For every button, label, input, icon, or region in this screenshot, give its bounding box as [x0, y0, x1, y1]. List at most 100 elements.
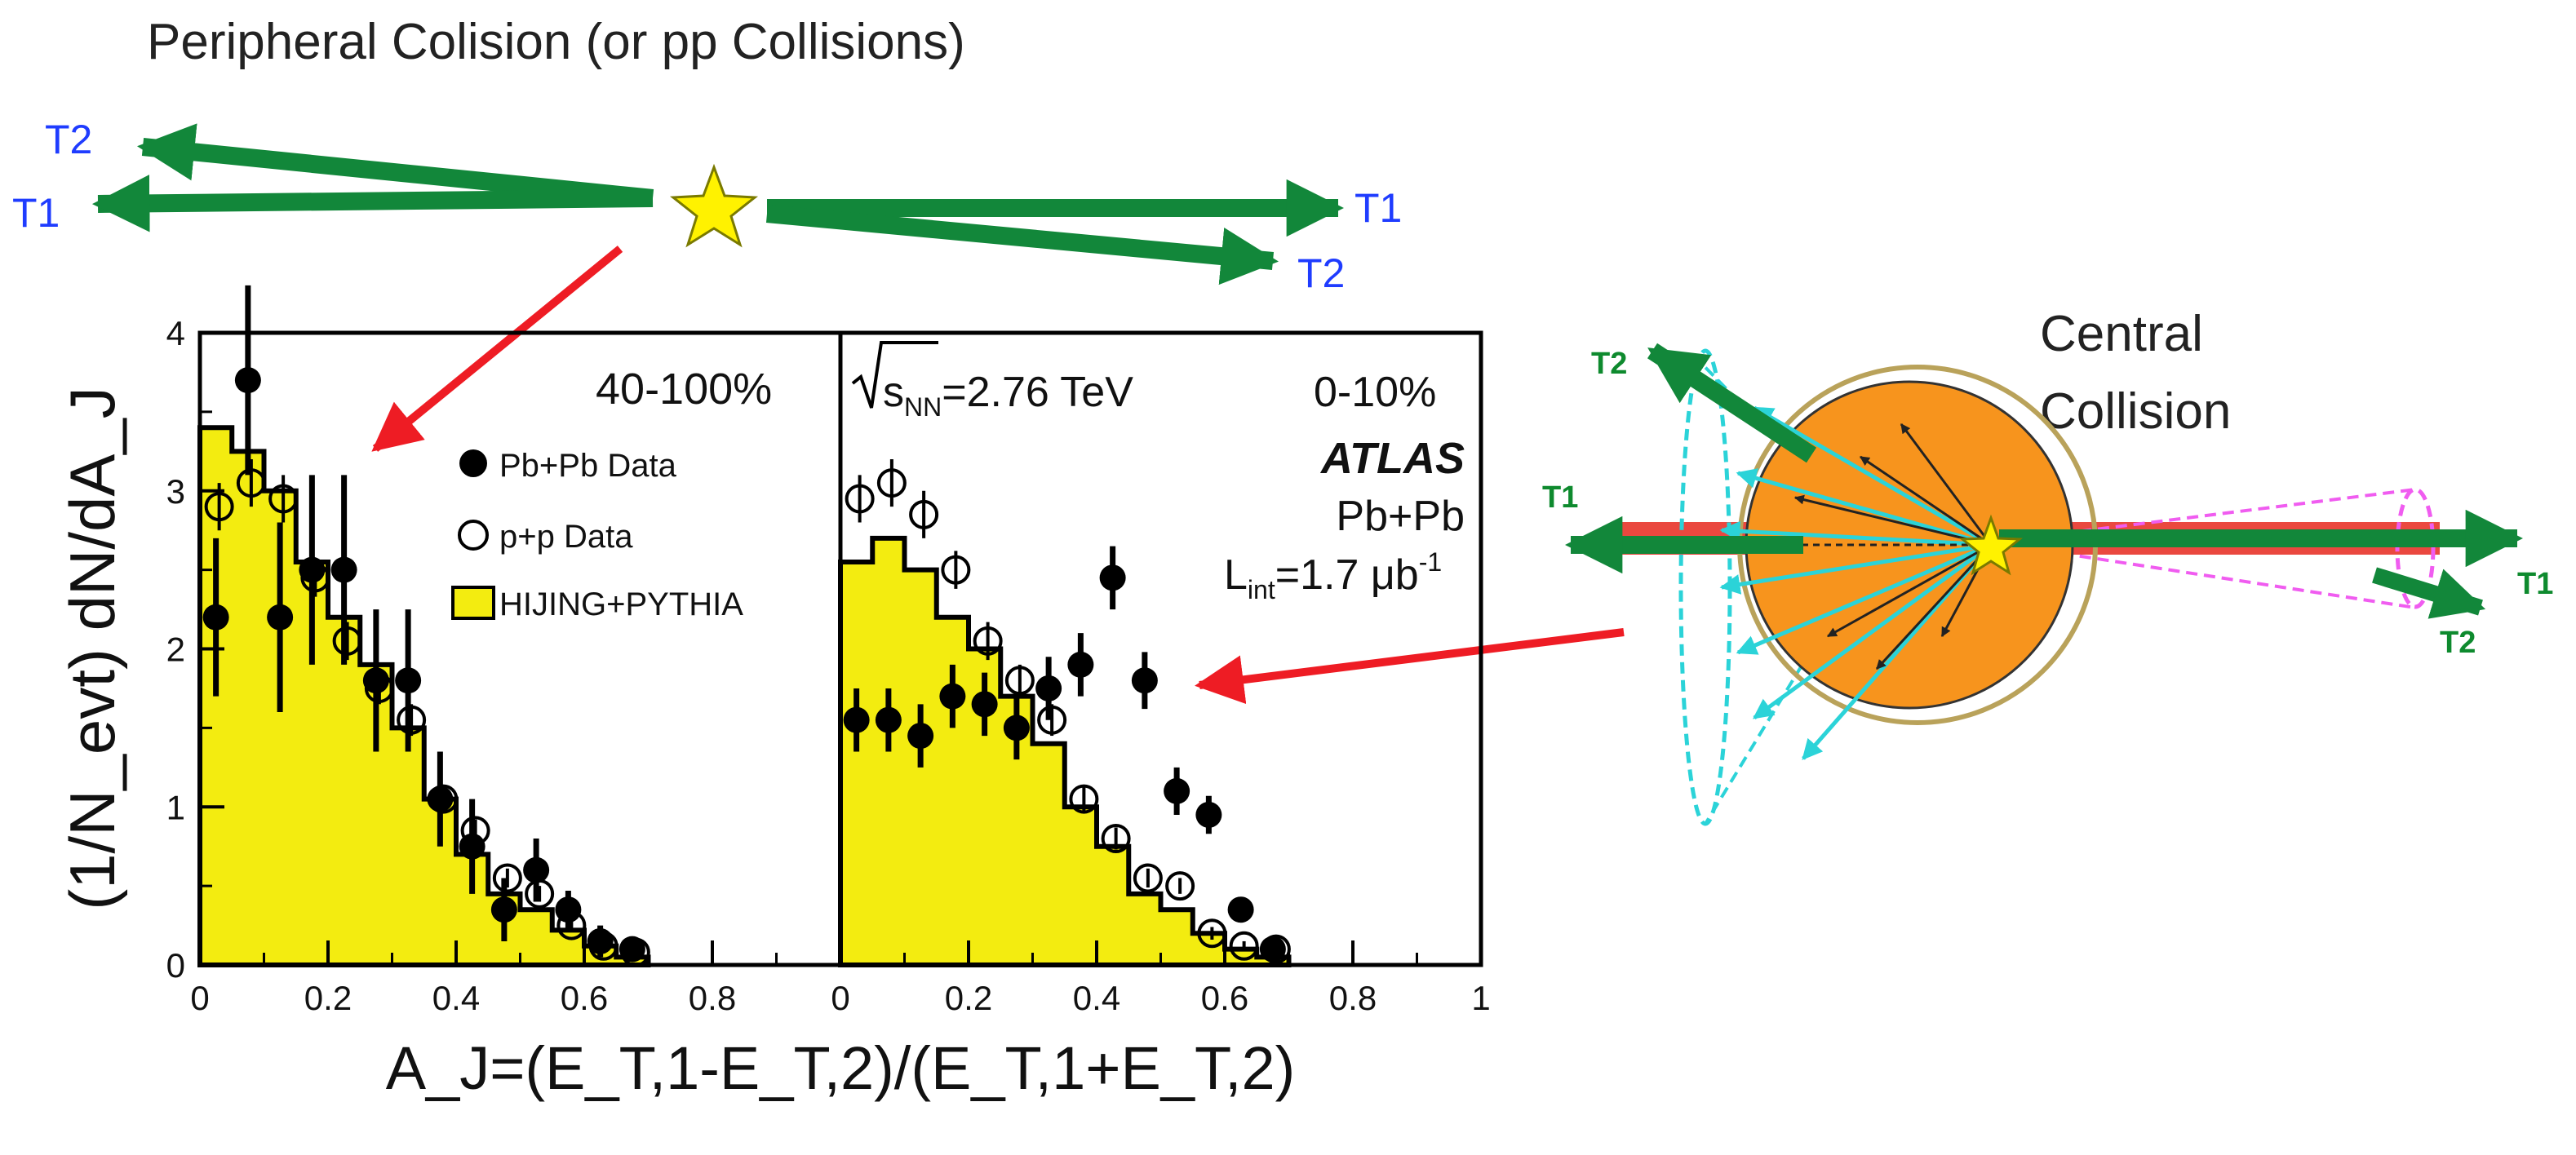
- pbpb-data-point: [1164, 777, 1190, 804]
- hijing-histogram: [838, 535, 1292, 967]
- energy-subscript: NN: [904, 392, 942, 422]
- pp-data-point: [620, 937, 650, 967]
- pp-data-point: [492, 863, 522, 893]
- pp-data-point: [941, 555, 971, 585]
- pp-data-point: [845, 484, 875, 514]
- pbpb-data-point: [523, 856, 550, 883]
- pp-data-point: [1069, 784, 1099, 814]
- legend-marker-pbpb: [459, 449, 487, 477]
- axis-ticks-left: 0 0.2 0.4 0.6 0.8 0 1 2 3 4: [166, 314, 778, 1017]
- annotation-centrality-left: 40-100%: [596, 365, 772, 414]
- pp-data-point: [397, 705, 427, 735]
- y-axis-label: (1/N_evt) dN/dA_J: [56, 387, 128, 910]
- peripheral-label-right-T1: T1: [1355, 185, 1402, 231]
- pbpb-data-point: [362, 667, 389, 694]
- histogram-left: [197, 425, 651, 967]
- pp-data-point: [525, 878, 555, 909]
- pbpb-data-point: [1227, 896, 1254, 923]
- pbpb-data-point: [330, 556, 357, 583]
- annotation-energy: sNN=2.76 TeV: [883, 369, 1133, 422]
- legend-label-pp: p+p Data: [499, 519, 633, 555]
- pbpb-data-point: [202, 604, 229, 631]
- pp-data-point: [1004, 666, 1035, 696]
- pp-data-point: [1037, 705, 1067, 735]
- pbpb-data-point: [1195, 801, 1222, 828]
- y-tick-label: 0: [166, 946, 185, 985]
- pbpb-data-point: [875, 706, 902, 733]
- pointer-arrow-peripheral: [371, 246, 623, 452]
- x-tick-label: 0.2: [945, 979, 992, 1017]
- legend: Pb+Pb Data p+p Data HIJING+PYTHIA: [451, 448, 743, 622]
- y-tick-label: 4: [166, 314, 185, 352]
- legend-marker-hijing: [451, 586, 495, 620]
- central-label-T1-left: T1: [1542, 480, 1578, 515]
- pp-data-point: [268, 484, 299, 514]
- luminosity-label: Lint=1.7 μb-1: [1224, 547, 1442, 604]
- pbpb-data-point: [1099, 564, 1126, 591]
- pbpb-data-point: [843, 706, 870, 733]
- pp-data-point: [236, 468, 266, 498]
- chart-panel-right: 0 0.2 0.4 0.6 0.8 1 sNN=2.76 TeV 0-10% ATLAS …: [831, 330, 1491, 1017]
- pbpb-data-point: [299, 556, 326, 583]
- pbpb-data-point: [1003, 715, 1030, 741]
- central-arrow-T2-right: [2372, 567, 2486, 619]
- pp-data-point: [876, 468, 907, 498]
- pp-data-point: [909, 499, 939, 529]
- pp-data-point: [428, 784, 459, 814]
- pbpb-data-point: [395, 667, 422, 694]
- luminosity-value: =1.7 μb: [1275, 551, 1419, 599]
- pbpb-data-point: [1067, 651, 1094, 678]
- legend-marker-pp: [458, 520, 489, 551]
- annotation-centrality-right: 0-10%: [1314, 369, 1436, 416]
- quenched-particles: [1719, 405, 1993, 760]
- system-label: Pb+Pb: [1336, 493, 1465, 540]
- x-tick-label: 1: [1471, 979, 1490, 1017]
- pp-data-point: [1133, 863, 1163, 893]
- pp-data-point: [588, 931, 619, 961]
- peripheral-arrow-right-T2: [765, 205, 1279, 285]
- axis-ticks-right: 0 0.2 0.4 0.6 0.8 1: [831, 940, 1491, 1017]
- energy-symbol: s: [883, 369, 904, 416]
- pp-data-point: [1229, 931, 1259, 961]
- sqrt-symbol: [851, 341, 938, 409]
- x-tick-label: 0: [190, 979, 209, 1017]
- x-tick-label: 0.4: [1073, 979, 1120, 1017]
- peripheral-arrow-left-T1: [91, 175, 654, 232]
- pp-data-point: [300, 563, 330, 593]
- pointer-arrow-central: [1195, 628, 1625, 705]
- pbpb-data-point: [1131, 667, 1158, 694]
- x-tick-label: 0.6: [561, 979, 608, 1017]
- central-collision-diagram: Central Collision: [1542, 306, 2553, 826]
- peripheral-label-right-T2: T2: [1297, 250, 1345, 296]
- pbpb-data-point: [971, 691, 998, 718]
- peripheral-label-left-T2: T2: [45, 117, 92, 162]
- data-points-left: [202, 285, 650, 967]
- pbpb-data-point: [907, 723, 934, 750]
- pp-data-point: [332, 626, 362, 656]
- pp-data-point: [204, 492, 234, 522]
- peripheral-title: Peripheral Colision (or pp Collisions): [147, 14, 965, 70]
- peripheral-label-left-T1: T1: [12, 190, 60, 236]
- central-arrow-T2-left: [1647, 343, 1817, 463]
- central-title-line1: Central: [2040, 306, 2203, 362]
- right-jet-cone-ellipse: [2395, 487, 2436, 609]
- chart-panel-left: 0 0.2 0.4 0.6 0.8 0 1 2 3 4 40-100% Pb+Pb Data p+…: [166, 285, 843, 1017]
- y-tick-label: 3: [166, 472, 185, 511]
- energy-value: =2.76 TeV: [942, 369, 1133, 416]
- pp-data-point: [364, 673, 394, 703]
- central-label-T2-right: T2: [2440, 626, 2476, 660]
- hijing-histogram: [197, 425, 651, 967]
- pbpb-data-point: [490, 896, 517, 923]
- x-tick-label: 0.6: [1201, 979, 1248, 1017]
- central-title-line2: Collision: [2040, 383, 2231, 440]
- pp-data-point: [1101, 824, 1131, 853]
- pbpb-data-point: [1035, 675, 1062, 701]
- pbpb-data-point: [234, 367, 261, 394]
- y-axis-title: (1/N_evt) dN/dA_J: [56, 387, 128, 910]
- pp-data-point: [1261, 934, 1291, 964]
- legend-label-hijing: HIJING+PYTHIA: [499, 586, 743, 622]
- pp-data-point: [460, 816, 490, 846]
- luminosity-symbol: L: [1224, 551, 1248, 599]
- central-star-icon: [1958, 514, 2024, 576]
